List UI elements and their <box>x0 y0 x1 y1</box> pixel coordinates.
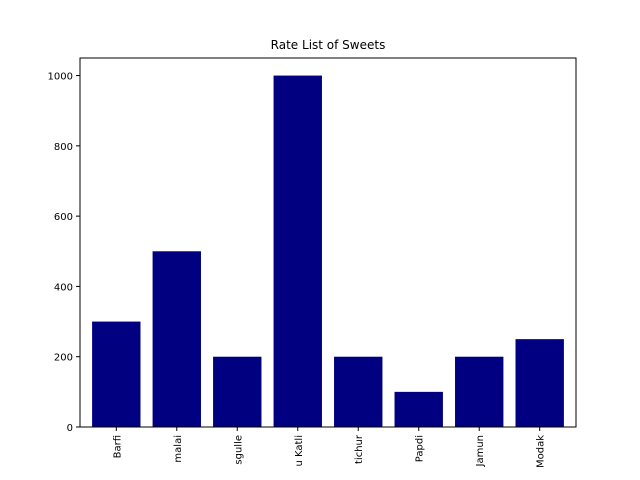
x-tick-label: Jamun <box>475 435 486 468</box>
y-tick-label: 1000 <box>48 72 73 83</box>
y-tick-label: 200 <box>54 353 73 364</box>
y-tick-label: 0 <box>67 423 73 434</box>
x-tick-label: malai <box>173 435 184 463</box>
bar-8 <box>515 339 564 427</box>
bars-layer <box>92 75 564 428</box>
x-tick-label: u Katli <box>294 435 305 467</box>
chart-title: Rate List of Sweets <box>271 38 386 52</box>
y-axis: 0 200 400 600 800 1000 <box>48 72 80 434</box>
y-tick-label: 400 <box>54 282 73 293</box>
bar-1 <box>92 321 141 427</box>
bar-5 <box>334 356 383 427</box>
plot-area-frame <box>79 57 577 428</box>
bar-3 <box>213 356 262 427</box>
x-tick-label: sgulle <box>233 435 244 465</box>
x-tick-label: Modak <box>536 435 547 468</box>
bar-2 <box>152 251 201 427</box>
bar-7 <box>455 356 504 427</box>
x-axis: Barfi malai sgulle u Katli tichur Papdi Jamun M… <box>112 427 547 468</box>
bar-4 <box>273 75 322 428</box>
y-tick-label: 600 <box>54 212 73 223</box>
x-tick-label: Barfi <box>112 435 123 458</box>
x-tick-label: Papdi <box>415 435 426 462</box>
bar-6 <box>394 391 443 427</box>
y-tick-label: 800 <box>54 142 73 153</box>
x-tick-label: tichur <box>354 434 365 464</box>
